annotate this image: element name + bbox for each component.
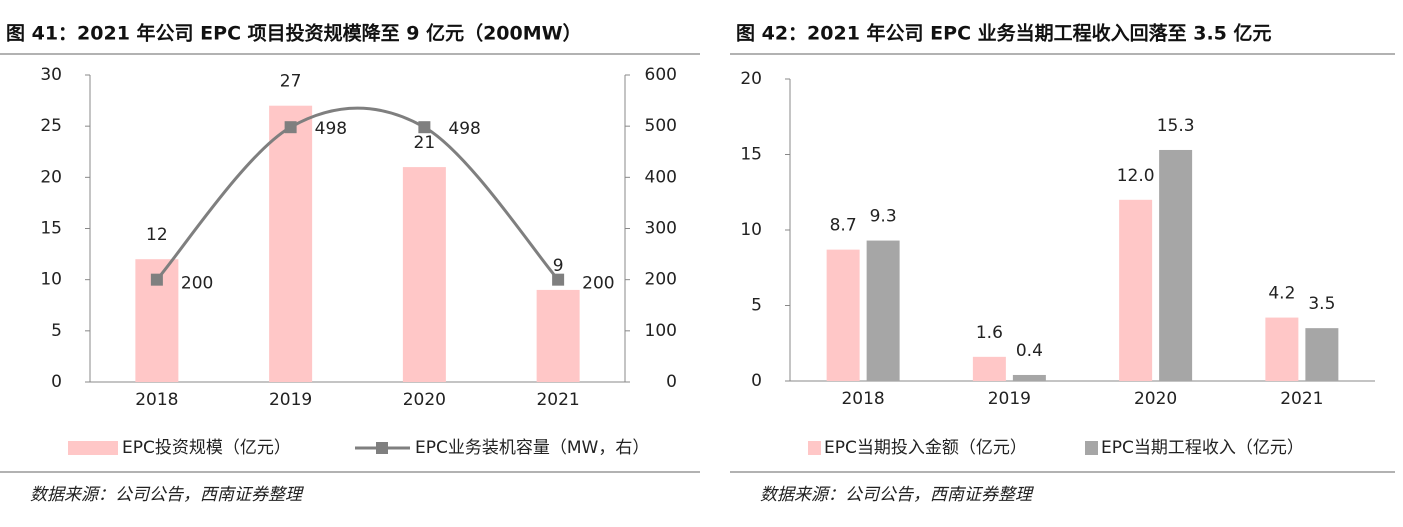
x-tick-label: 2020: [1134, 389, 1177, 409]
y-tick-label: 5: [751, 296, 762, 316]
marker: [284, 121, 297, 134]
bar: [1305, 328, 1339, 381]
y-tick-label: 25: [40, 116, 62, 136]
y-tick-label: 10: [740, 220, 762, 240]
bar: [402, 167, 446, 382]
y-tick-label: 0: [51, 372, 62, 392]
data-label: 12.0: [1117, 166, 1155, 186]
legend-swatch: [808, 441, 821, 455]
legend-swatch: [1085, 441, 1098, 455]
data-label: 9: [553, 256, 564, 276]
y2-tick-label: 200: [645, 270, 677, 290]
line: [155, 106, 560, 281]
data-label: 200: [582, 274, 614, 294]
x-tick-label: 2021: [536, 390, 579, 410]
data-label: 9.3: [870, 207, 897, 227]
x-tick-label: 2021: [1280, 389, 1323, 409]
y-tick-label: 15: [40, 219, 62, 239]
x-tick-label: 2018: [841, 389, 884, 409]
legend-label: EPC业务装机容量（MW，右）: [415, 438, 649, 458]
y-tick-label: 10: [40, 270, 62, 290]
x-tick-label: 2019: [988, 389, 1031, 409]
data-label: 498: [448, 119, 480, 139]
bar: [866, 240, 900, 381]
marker: [418, 121, 431, 134]
x-tick-label: 2018: [135, 390, 178, 410]
bar: [1265, 317, 1299, 381]
data-label: 8.7: [830, 216, 857, 236]
chart-title: 图 41：2021 年公司 EPC 项目投资规模降至 9 亿元（200MW）: [6, 22, 582, 45]
y-tick-label: 0: [751, 371, 762, 391]
marker: [150, 273, 163, 286]
y-tick-label: 15: [740, 145, 762, 165]
y2-tick-label: 300: [645, 219, 677, 239]
bar: [269, 105, 313, 382]
y2-tick-label: 0: [666, 372, 677, 392]
y2-tick-label: 500: [645, 116, 677, 136]
bar: [1012, 374, 1046, 381]
marker: [552, 273, 565, 286]
legend-label: EPC投资规模（亿元）: [122, 438, 291, 458]
data-label: 498: [315, 119, 347, 139]
legend-label: EPC当期工程收入（亿元）: [1101, 438, 1304, 458]
data-label: 15.3: [1157, 116, 1195, 136]
y-tick-label: 20: [740, 69, 762, 89]
y2-tick-label: 400: [645, 167, 677, 187]
chart-title: 图 42：2021 年公司 EPC 业务当期工程收入回落至 3.5 亿元: [736, 22, 1272, 45]
y-tick-label: 20: [40, 167, 62, 187]
x-tick-label: 2020: [403, 390, 446, 410]
legend-marker: [376, 442, 388, 454]
bar: [972, 356, 1006, 381]
bar: [1119, 199, 1153, 381]
data-label: 3.5: [1308, 294, 1335, 314]
y2-tick-label: 100: [645, 321, 677, 341]
data-label: 12: [146, 225, 168, 245]
data-label: 0.4: [1016, 341, 1043, 361]
bar: [826, 249, 860, 381]
bar: [1159, 149, 1193, 381]
data-label: 4.2: [1268, 284, 1295, 304]
y2-tick-label: 600: [645, 65, 677, 85]
legend-swatch: [68, 441, 118, 455]
y-tick-label: 5: [51, 321, 62, 341]
source: 数据来源：公司公告，西南证券整理: [30, 485, 304, 505]
x-tick-label: 2019: [269, 390, 312, 410]
data-label: 21: [414, 133, 436, 153]
data-label: 1.6: [976, 323, 1003, 343]
bar: [536, 289, 580, 382]
source: 数据来源：公司公告，西南证券整理: [760, 485, 1034, 505]
legend-label: EPC当期投入金额（亿元）: [824, 438, 1027, 458]
data-label: 27: [280, 72, 302, 92]
data-label: 200: [181, 274, 213, 294]
y-tick-label: 30: [40, 65, 62, 85]
